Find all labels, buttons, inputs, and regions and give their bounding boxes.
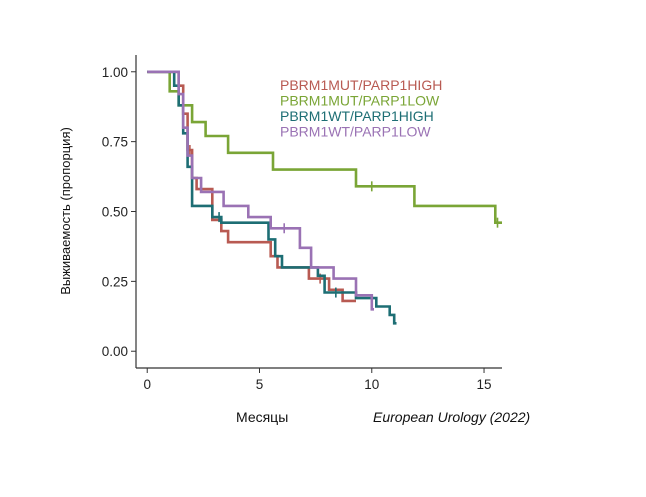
x-tick-label: 0 [143, 377, 151, 392]
series-4 [147, 70, 374, 311]
x-tick-label: 5 [256, 377, 264, 392]
y-axis-title: Выживаемость (пропорция) [58, 127, 73, 295]
x-tick-label: 10 [364, 377, 379, 392]
chart-axes: 0.00 0.25 0.50 0.75 1.00 0 5 10 15 [102, 55, 502, 392]
survival-curve [147, 70, 374, 311]
y-tick-label: 0.50 [102, 205, 128, 220]
legend-label: PBRM1MUT/PARP1LOW [280, 93, 440, 109]
source-citation: European Urology (2022) [373, 409, 531, 425]
x-tick-label: 15 [477, 377, 492, 392]
x-axis-title: Месяцы [236, 409, 289, 425]
legend-label: PBRM1MUT/PARP1HIGH [280, 77, 442, 93]
y-tick-label: 0.75 [102, 135, 128, 150]
series-layer [147, 70, 502, 325]
legend-label: PBRM1WT/PARP1LOW [280, 124, 431, 140]
y-tick-label: 0.25 [102, 274, 128, 289]
y-tick-label: 1.00 [102, 65, 128, 80]
chart-legend: PBRM1MUT/PARP1HIGHPBRM1MUT/PARP1LOWPBRM1… [280, 77, 442, 140]
legend-label: PBRM1WT/PARP1HIGH [280, 108, 434, 124]
survival-curve [147, 70, 356, 303]
y-tick-label: 0.00 [102, 344, 128, 359]
